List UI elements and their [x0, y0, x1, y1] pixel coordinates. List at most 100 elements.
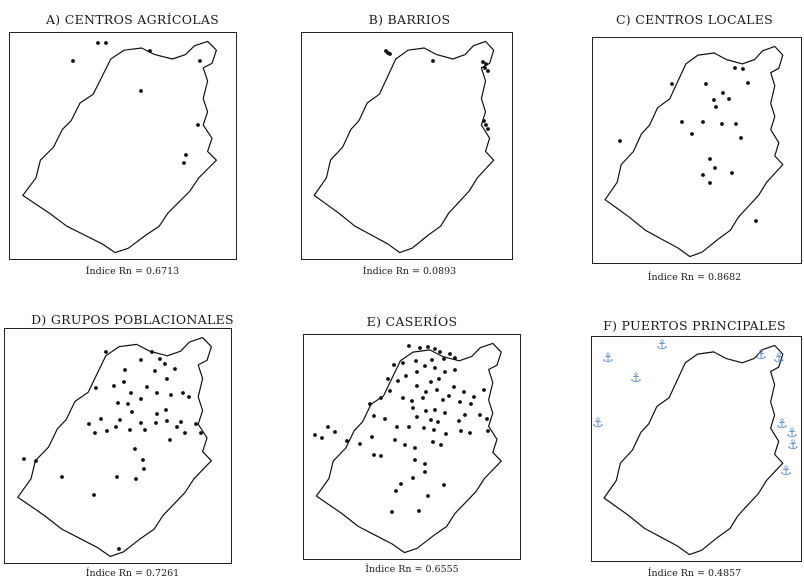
anchor-icon: ⚓	[755, 348, 767, 363]
anchor-icon: ⚓	[773, 351, 785, 366]
settlement-point	[721, 91, 725, 95]
settlement-point	[712, 98, 716, 102]
settlement-point	[182, 161, 186, 165]
settlement-point	[139, 89, 143, 93]
island-map	[22, 40, 217, 254]
settlement-point	[741, 67, 745, 71]
settlement-point	[424, 409, 428, 413]
settlement-point	[435, 388, 439, 392]
settlement-point	[415, 370, 419, 374]
island-map	[313, 40, 495, 254]
settlement-point	[444, 432, 448, 436]
settlement-point	[670, 82, 674, 86]
settlement-point	[199, 431, 203, 435]
settlement-point	[196, 123, 200, 127]
settlement-point	[680, 120, 684, 124]
island-outline	[313, 40, 495, 254]
settlement-point	[431, 440, 435, 444]
settlement-point	[481, 60, 485, 64]
settlement-point	[407, 425, 411, 429]
settlement-point	[358, 442, 362, 446]
svg-text:⚓: ⚓	[787, 438, 799, 453]
settlement-point	[437, 377, 441, 381]
settlement-point	[168, 438, 172, 442]
settlement-point	[112, 384, 116, 388]
island-outline	[603, 344, 784, 556]
settlement-point	[486, 429, 490, 433]
settlement-point	[22, 457, 26, 461]
settlement-point	[453, 356, 457, 360]
settlement-point	[139, 397, 143, 401]
settlement-point	[701, 173, 705, 177]
svg-text:⚓: ⚓	[602, 351, 614, 366]
settlement-point	[447, 394, 451, 398]
settlement-point	[484, 62, 488, 66]
settlement-point	[92, 493, 96, 497]
settlement-point	[720, 122, 724, 126]
island-outline	[22, 40, 217, 254]
map-frame: ⚓ ⚓ ⚓ ⚓ ⚓ ⚓ ⚓ ⚓ ⚓ ⚓	[591, 336, 802, 562]
settlement-point	[142, 467, 146, 471]
svg-text:⚓: ⚓	[656, 338, 668, 353]
settlement-point	[194, 422, 198, 426]
settlement-point	[198, 59, 202, 63]
settlement-point	[462, 390, 466, 394]
settlement-point	[394, 489, 398, 493]
settlement-point	[411, 406, 415, 410]
settlement-point	[133, 447, 137, 451]
settlement-point	[326, 425, 330, 429]
settlement-point	[714, 105, 718, 109]
settlement-point	[130, 410, 134, 414]
settlement-point	[429, 418, 433, 422]
settlement-point	[173, 367, 177, 371]
settlement-point	[393, 438, 397, 442]
panel-title: D) GRUPOS POBLACIONALES	[31, 312, 234, 327]
settlement-point	[469, 402, 473, 406]
settlement-point	[459, 429, 463, 433]
island-outline	[604, 45, 784, 258]
settlement-point	[117, 547, 121, 551]
map-panel-grupos-poblacionales: D) GRUPOS POBLACIONALES Índice Rn = 0.72…	[0, 298, 265, 581]
nearest-neighbor-index: Índice Rn = 0.7261	[85, 568, 180, 579]
settlement-point	[432, 428, 436, 432]
settlement-point	[754, 219, 758, 223]
settlement-point	[115, 475, 119, 479]
anchor-icon: ⚓	[630, 371, 642, 386]
settlement-point	[410, 399, 414, 403]
settlement-point	[431, 59, 435, 63]
island-map	[604, 45, 784, 258]
settlement-point	[426, 345, 430, 349]
settlement-point	[704, 82, 708, 86]
settlement-point	[122, 380, 126, 384]
settlement-point	[439, 443, 443, 447]
settlement-point	[183, 431, 187, 435]
settlement-point	[442, 483, 446, 487]
settlement-point	[379, 396, 383, 400]
settlement-point	[320, 436, 324, 440]
settlement-point	[436, 420, 440, 424]
settlement-point	[441, 398, 445, 402]
settlement-point	[468, 431, 472, 435]
svg-text:⚓: ⚓	[773, 351, 785, 366]
settlement-point	[134, 477, 138, 481]
settlement-point	[139, 358, 143, 362]
island-outline	[315, 342, 502, 554]
settlement-point	[372, 414, 376, 418]
map-panel-centros-locales: C) CENTROS LOCALES Índice Rn = 0.8682	[585, 0, 804, 290]
settlement-point	[478, 413, 482, 417]
settlement-point	[93, 431, 97, 435]
settlement-point	[165, 377, 169, 381]
settlement-point	[486, 69, 490, 73]
settlement-point	[733, 66, 737, 70]
settlement-point	[415, 415, 419, 419]
settlement-point	[453, 368, 457, 372]
settlement-point	[388, 52, 392, 56]
settlement-point	[429, 380, 433, 384]
settlement-point	[129, 391, 133, 395]
settlement-point	[472, 395, 476, 399]
settlement-point	[179, 420, 183, 424]
panel-title: F) PUERTOS PRINCIPALES	[603, 318, 786, 333]
settlement-point	[739, 136, 743, 140]
settlement-point	[457, 419, 461, 423]
settlement-point	[421, 396, 425, 400]
